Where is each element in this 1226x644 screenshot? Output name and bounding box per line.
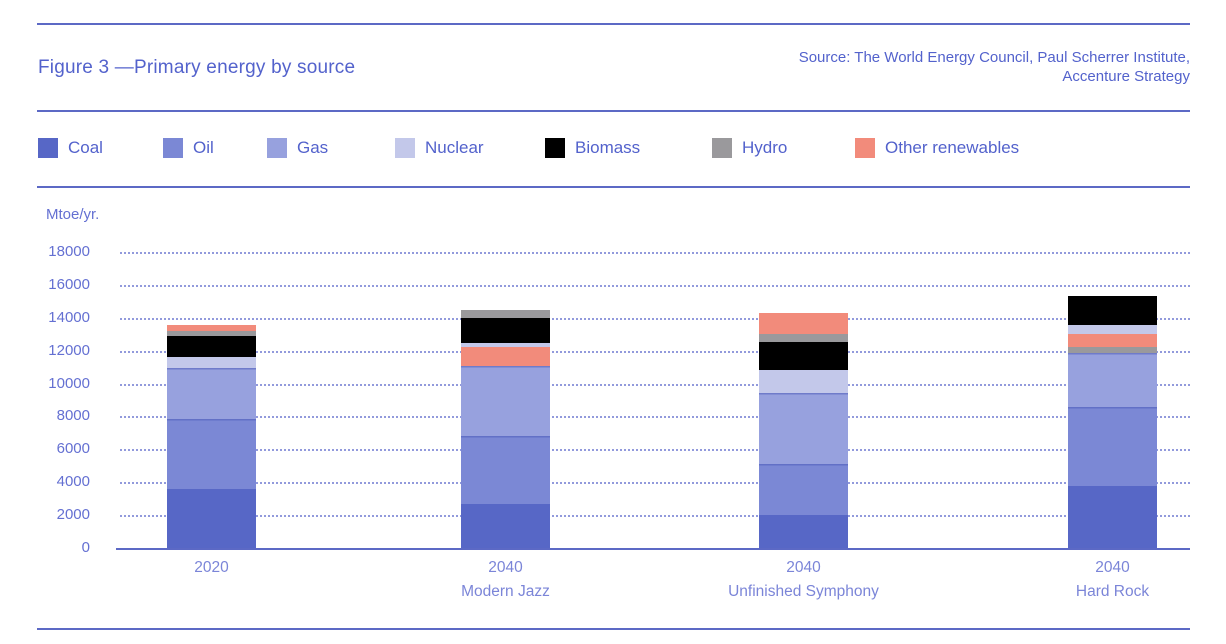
bar-2020 <box>167 325 256 548</box>
legend-label-hydro: Hydro <box>742 138 788 157</box>
x-label-scenario-hard-rock: Hard Rock <box>1075 583 1150 600</box>
legend-label-gas: Gas <box>297 138 329 157</box>
bar-2040-modern-jazz-segment-biomass <box>461 317 550 344</box>
bar-2040-hard-rock <box>1068 295 1157 548</box>
bar-2020-segment-oil <box>167 418 256 489</box>
bar-2020-segment-nuclear <box>167 357 256 368</box>
legend-swatch-biomass <box>545 138 565 158</box>
gridline-12000 <box>120 350 1190 353</box>
legend-label-biomass: Biomass <box>575 138 641 157</box>
bar-2020-segment-biomass <box>167 335 256 358</box>
gridline-8000 <box>120 416 1190 419</box>
y-tick-18000: 18000 <box>48 243 90 260</box>
figure-source: Source: The World Energy Council, Paul S… <box>799 48 1190 86</box>
legend-label-coal: Coal <box>68 138 103 157</box>
legend-swatch-other-renewables <box>855 138 875 158</box>
figure-source-line1: Source: The World Energy Council, Paul S… <box>798 49 1190 66</box>
bar-2040-unfinished-symphony-segment-oil <box>759 464 848 516</box>
bar-2040-hard-rock-segment-biomass <box>1068 295 1157 326</box>
bar-2040-unfinished-symphony-segment-biomass <box>759 342 848 371</box>
gridline-18000 <box>120 252 1190 254</box>
x-axis-baseline <box>116 548 1190 550</box>
header-divider-rule <box>37 110 1190 112</box>
gridline-10000 <box>120 383 1190 386</box>
y-tick-12000: 12000 <box>48 341 90 359</box>
bottom-rule <box>37 628 1190 630</box>
y-tick-16000: 16000 <box>48 275 90 293</box>
gridline-14000 <box>120 317 1190 320</box>
legend-divider-rule <box>37 186 1190 188</box>
x-label-year-2040-hard-rock: 2040 <box>1095 559 1130 576</box>
y-tick-6000: 6000 <box>56 440 90 458</box>
bar-2040-hard-rock-segment-nuclear <box>1068 325 1157 335</box>
y-tick-0: 0 <box>81 539 90 556</box>
gridline-16000 <box>120 284 1190 287</box>
legend-swatch-nuclear <box>395 138 415 158</box>
bar-2040-hard-rock-segment-coal <box>1068 486 1157 548</box>
x-label-year-2020: 2020 <box>194 559 229 576</box>
legend-label-other-renewables: Other renewables <box>885 138 1020 157</box>
bar-2040-hard-rock-segment-other-renewables <box>1068 334 1157 348</box>
bar-2040-unfinished-symphony-segment-hydro <box>759 334 848 343</box>
bar-2040-hard-rock-segment-hydro <box>1068 347 1157 354</box>
bar-2040-unfinished-symphony-segment-nuclear <box>759 370 848 393</box>
bar-2040-modern-jazz-segment-coal <box>461 503 550 548</box>
x-label-year-2040-unfinished-symphony: 2040 <box>786 559 821 576</box>
figure-source-line2: Accenture Strategy <box>1062 68 1190 85</box>
y-tick-4000: 4000 <box>56 473 90 491</box>
x-label-scenario-unfinished-symphony: Unfinished Symphony <box>728 583 879 600</box>
legend-swatch-coal <box>38 138 58 158</box>
legend-label-nuclear: Nuclear <box>425 138 484 157</box>
bar-2040-modern-jazz-segment-nuclear <box>461 343 550 348</box>
gridline-4000 <box>120 482 1190 485</box>
gridline-6000 <box>120 449 1190 452</box>
legend-swatch-gas <box>267 138 287 158</box>
bar-2020-segment-other-renewables <box>167 325 256 331</box>
bar-2040-unfinished-symphony-segment-other-renewables <box>759 312 848 335</box>
legend-label-oil: Oil <box>193 138 214 157</box>
y-tick-14000: 14000 <box>48 308 90 326</box>
y-tick-2000: 2000 <box>56 506 90 524</box>
bar-2020-segment-gas <box>167 367 256 419</box>
bar-2040-modern-jazz-segment-gas <box>461 365 550 437</box>
y-axis-unit-label: Mtoe/yr. <box>46 206 100 223</box>
gridline-2000 <box>120 515 1190 518</box>
bar-2020-segment-hydro <box>167 330 256 336</box>
bar-2040-modern-jazz <box>461 309 550 548</box>
figure-title: Figure 3 —Primary energy by source <box>38 57 356 78</box>
bar-2040-unfinished-symphony-segment-gas <box>759 392 848 465</box>
bar-2020-segment-coal <box>167 488 256 548</box>
x-label-scenario-modern-jazz: Modern Jazz <box>461 583 550 600</box>
legend-swatch-oil <box>163 138 183 158</box>
bar-2040-modern-jazz-segment-hydro <box>461 309 550 318</box>
y-tick-8000: 8000 <box>56 407 90 425</box>
bar-2040-unfinished-symphony <box>759 312 848 548</box>
top-rule <box>37 23 1190 25</box>
bar-2040-modern-jazz-segment-oil <box>461 436 550 504</box>
bar-2040-modern-jazz-segment-other-renewables <box>461 347 550 366</box>
bar-2040-hard-rock-segment-gas <box>1068 353 1157 407</box>
x-label-year-2040-modern-jazz: 2040 <box>488 559 523 576</box>
legend-swatch-hydro <box>712 138 732 158</box>
y-tick-10000: 10000 <box>48 374 90 392</box>
bar-2040-unfinished-symphony-segment-coal <box>759 515 848 548</box>
bar-2040-hard-rock-segment-oil <box>1068 406 1157 487</box>
